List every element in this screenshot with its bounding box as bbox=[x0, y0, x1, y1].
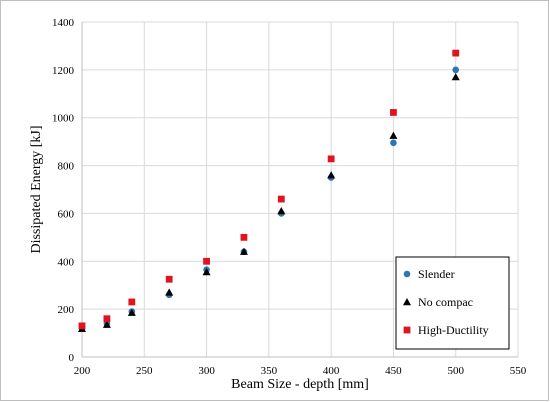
axes bbox=[81, 22, 518, 358]
x-tick-label: 400 bbox=[323, 365, 340, 377]
data-points bbox=[78, 49, 460, 332]
x-tick-label: 500 bbox=[447, 365, 464, 377]
legend-label-slender: Slender bbox=[418, 267, 455, 281]
legend-label-no-compac: No compac bbox=[418, 295, 473, 309]
x-tick-label: 250 bbox=[136, 365, 153, 377]
no-compac-point bbox=[102, 320, 111, 328]
y-tick-label: 400 bbox=[58, 256, 75, 268]
x-tick-label: 350 bbox=[261, 365, 278, 377]
no-compac-point bbox=[165, 288, 174, 296]
high-ductility-point bbox=[327, 155, 335, 163]
high-ductility-point bbox=[240, 233, 248, 241]
no-compac-point bbox=[239, 247, 248, 255]
slender-point bbox=[452, 66, 460, 74]
legend-marker-slender bbox=[403, 270, 411, 278]
x-tick-label: 300 bbox=[198, 365, 215, 377]
y-tick-label: 800 bbox=[58, 161, 75, 173]
no-compac-point bbox=[277, 207, 286, 215]
high-ductility-point bbox=[277, 195, 285, 203]
no-compac-point bbox=[389, 131, 398, 139]
x-axis-title: Beam Size - depth [mm] bbox=[231, 377, 369, 392]
y-tick-label: 1400 bbox=[52, 17, 75, 29]
y-tick-label: 600 bbox=[58, 208, 75, 220]
high-ductility-point bbox=[165, 275, 173, 283]
legend-marker-high-ductility bbox=[403, 326, 411, 334]
x-tick-labels: 200 250 300 350 400 450 500 550 bbox=[74, 365, 527, 377]
x-tick-label: 200 bbox=[74, 365, 91, 377]
high-ductility-point bbox=[103, 315, 111, 323]
y-tick-label: 0 bbox=[69, 352, 75, 364]
legend: Slender No compac High-Ductility bbox=[395, 256, 510, 350]
legend-box bbox=[395, 256, 510, 350]
high-ductility-point bbox=[452, 49, 460, 57]
y-tick-label: 1000 bbox=[52, 113, 75, 125]
no-compac-point bbox=[451, 73, 460, 81]
high-ductility-point bbox=[128, 298, 136, 306]
slender-point bbox=[390, 139, 397, 147]
high-ductility-point bbox=[203, 257, 210, 265]
y-tick-labels: 0 200 400 600 800 1000 1200 1400 bbox=[52, 17, 75, 364]
x-tick-label: 450 bbox=[385, 365, 402, 377]
no-compac-point bbox=[127, 308, 136, 316]
no-compac-point bbox=[202, 268, 211, 276]
high-ductility-point bbox=[78, 322, 86, 330]
legend-marker-no-compac bbox=[403, 298, 411, 306]
legend-label-high-ductility: High-Ductility bbox=[418, 323, 489, 337]
y-tick-label: 200 bbox=[58, 304, 75, 316]
x-tick-label: 550 bbox=[510, 365, 527, 377]
y-axis-title: Dissipated Energy [kJ] bbox=[29, 125, 44, 253]
y-tick-label: 1200 bbox=[52, 65, 75, 77]
no-compac-point bbox=[327, 171, 336, 179]
high-ductility-point bbox=[390, 109, 397, 116]
